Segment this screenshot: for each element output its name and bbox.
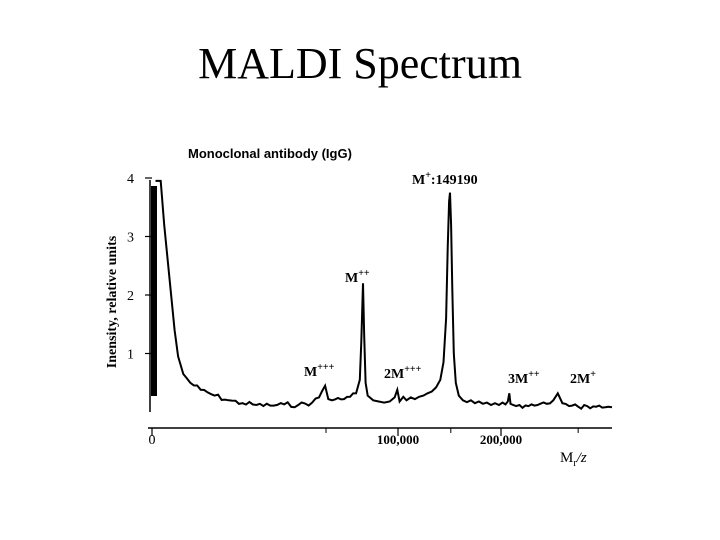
y-tick-label: 4 [127,172,134,187]
peak-label: M++ [345,268,370,286]
chart-title: Monoclonal antibody (IgG) [188,146,352,161]
slide-title: MALDI Spectrum [198,39,522,88]
plot-area [151,179,613,411]
peak-label: M+++ [304,362,335,380]
axes: 1 2 3 4 0 100,000 200,000 Inensity, relative un… [105,172,612,469]
spectrum-line [155,179,613,411]
x-axis-label: Mr/z [560,450,587,469]
y-tick-label: 2 [127,289,134,304]
matrix-spike [151,186,157,396]
peak-label: 2M+ [570,369,596,387]
x-tick-label: 0 [149,433,156,448]
y-axis-label: Inensity, relative units [105,235,120,368]
y-tick-label: 1 [127,348,134,363]
peak-label: M+:149190 [412,170,478,188]
y-tick-label: 3 [127,231,134,246]
peak-label: 3M++ [508,369,540,387]
labels: M+++ M++ 2M+++ M+:149190 3M++ 2M+ [304,170,596,387]
x-tick-label: 200,000 [480,432,522,447]
peak-label: 2M+++ [384,364,422,382]
x-tick-label: 100,000 [377,432,419,447]
